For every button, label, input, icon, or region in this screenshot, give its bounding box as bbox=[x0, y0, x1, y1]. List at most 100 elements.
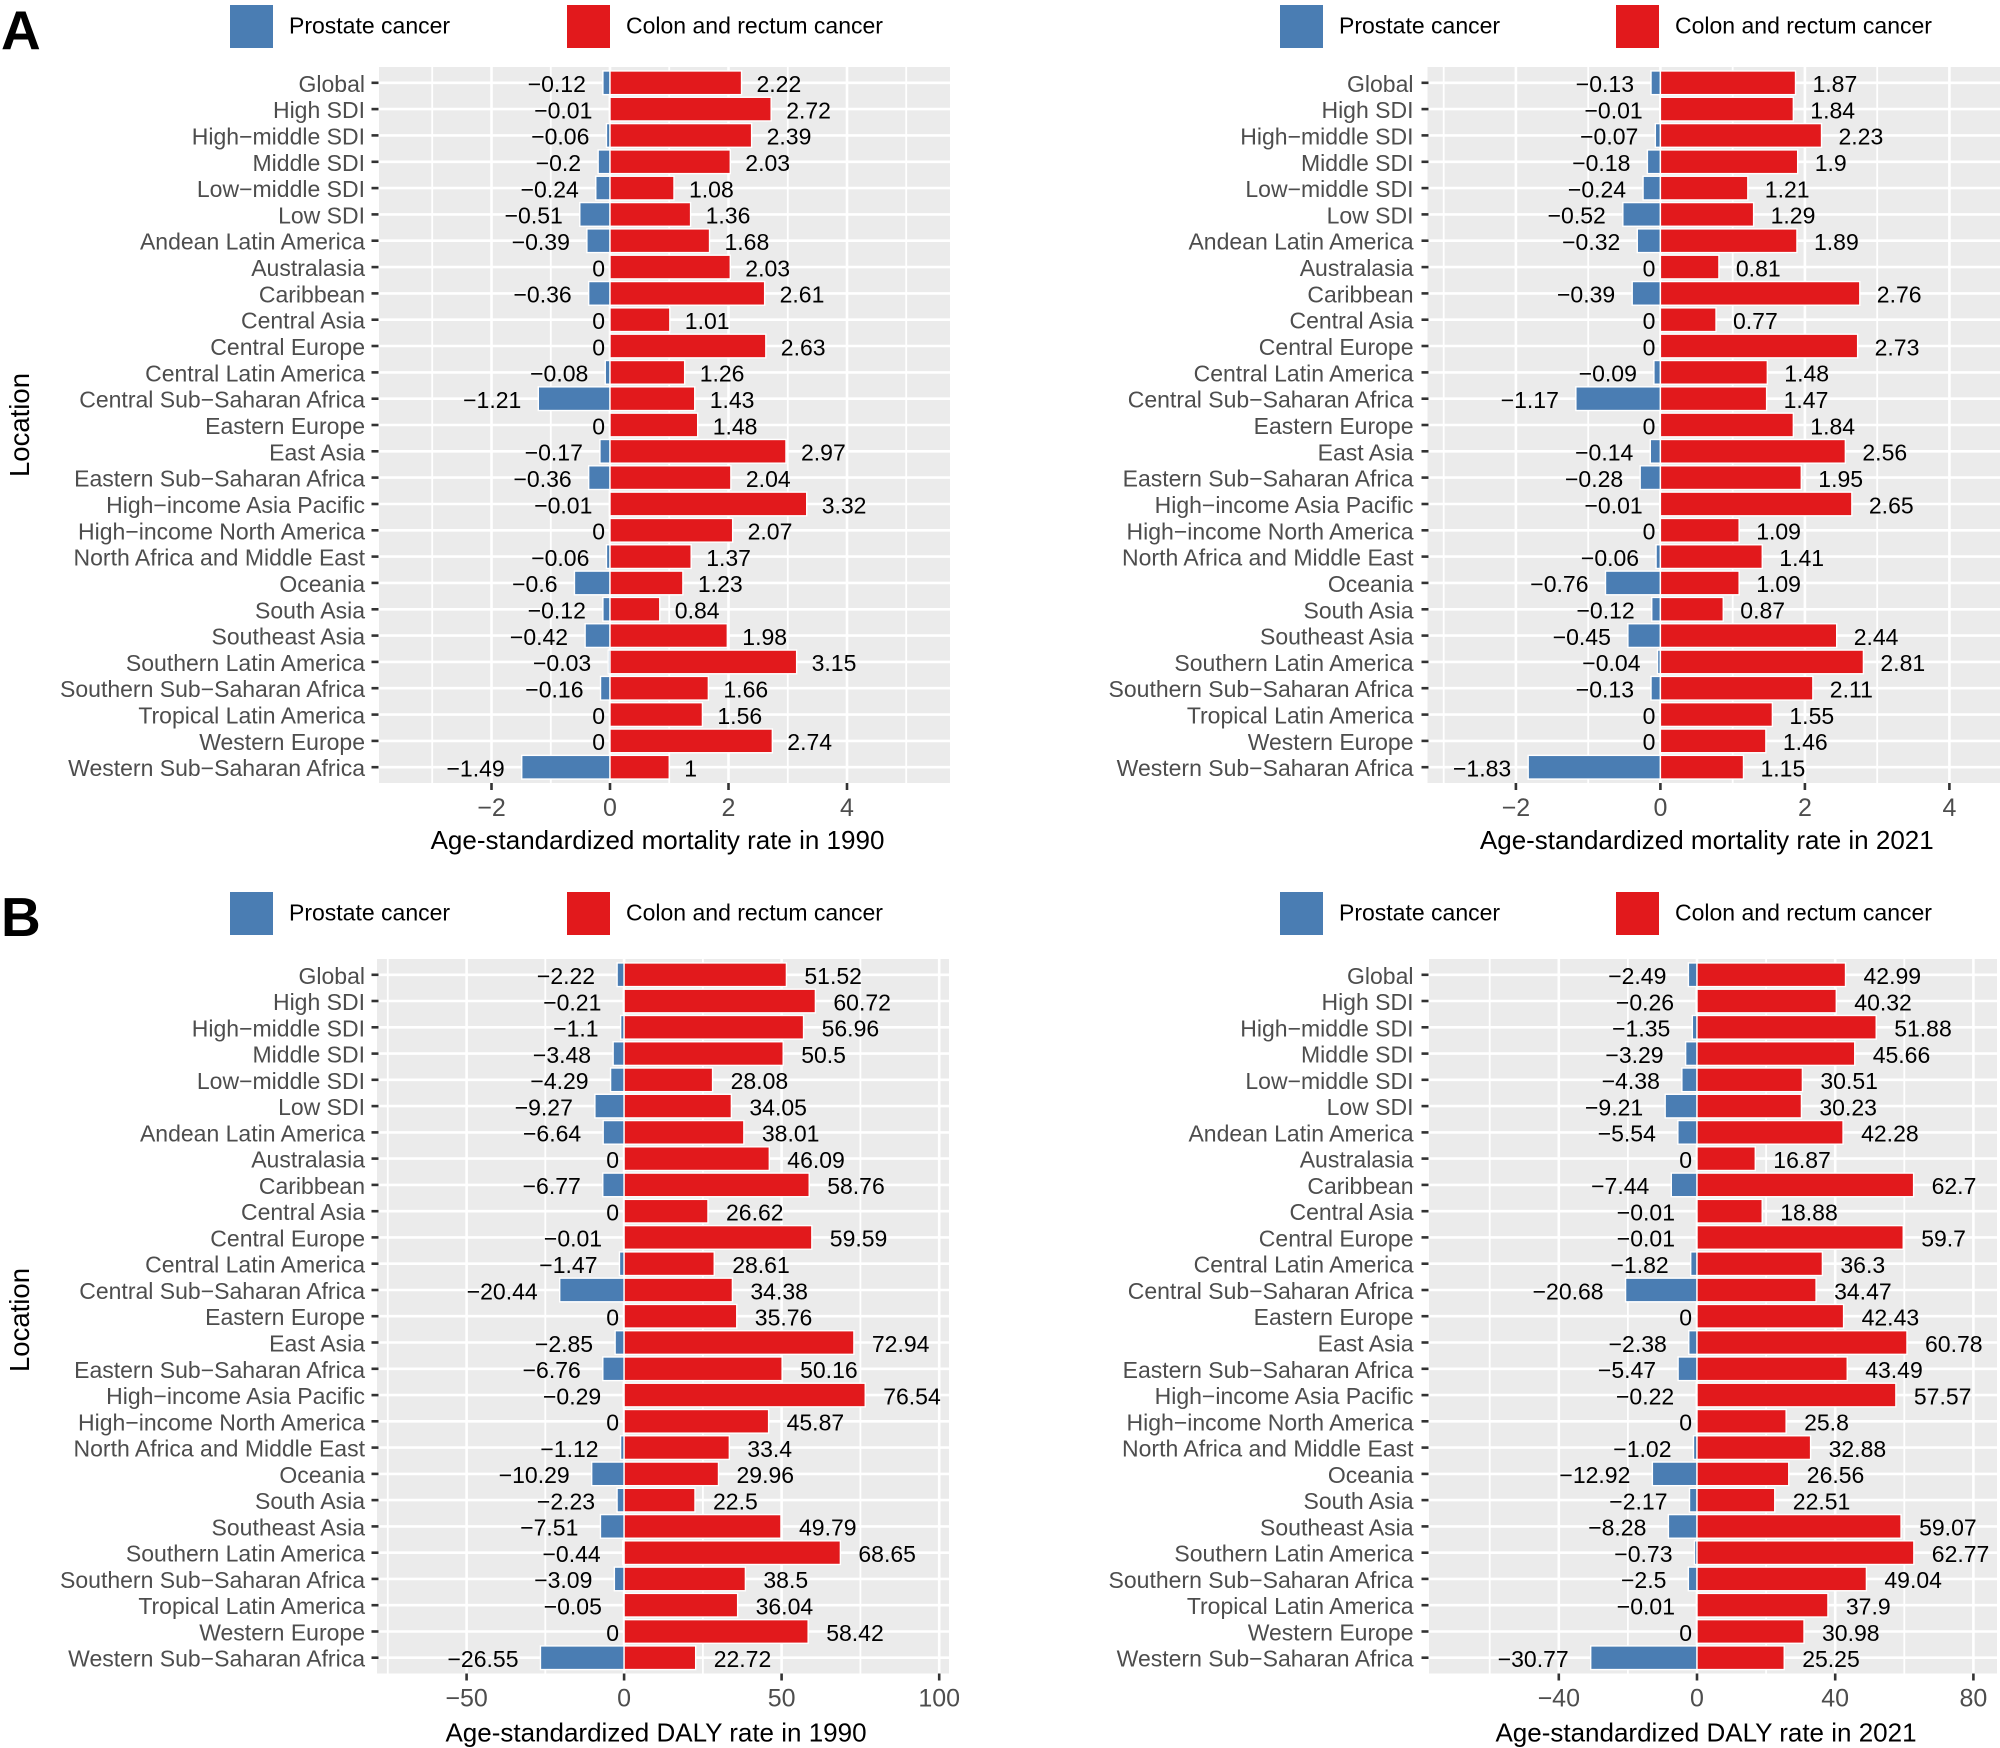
svg-text:Eastern Sub−Saharan Africa: Eastern Sub−Saharan Africa bbox=[1123, 466, 1414, 492]
svg-text:42.99: 42.99 bbox=[1864, 963, 1922, 989]
svg-text:0: 0 bbox=[1643, 703, 1656, 729]
svg-text:−0.32: −0.32 bbox=[1562, 229, 1620, 255]
svg-text:2.72: 2.72 bbox=[786, 97, 831, 123]
svg-text:Andean Latin America: Andean Latin America bbox=[1188, 229, 1413, 255]
svg-text:Colon and rectum cancer: Colon and rectum cancer bbox=[626, 900, 883, 926]
svg-text:30.51: 30.51 bbox=[1820, 1068, 1878, 1094]
svg-text:Caribbean: Caribbean bbox=[1307, 1173, 1413, 1199]
svg-text:2.63: 2.63 bbox=[781, 334, 826, 360]
svg-text:30.98: 30.98 bbox=[1822, 1620, 1880, 1646]
svg-text:Global: Global bbox=[299, 963, 365, 989]
svg-text:−1.12: −1.12 bbox=[540, 1436, 598, 1462]
svg-text:1.48: 1.48 bbox=[1784, 361, 1829, 387]
svg-text:High−middle SDI: High−middle SDI bbox=[1240, 1015, 1413, 1041]
svg-text:High−middle SDI: High−middle SDI bbox=[192, 123, 365, 149]
svg-text:2.04: 2.04 bbox=[746, 466, 791, 492]
svg-text:−0.08: −0.08 bbox=[530, 361, 588, 387]
svg-text:Central Europe: Central Europe bbox=[1259, 1225, 1414, 1251]
svg-text:−0.03: −0.03 bbox=[533, 650, 591, 676]
svg-text:−2.49: −2.49 bbox=[1608, 963, 1666, 989]
svg-text:Low−middle SDI: Low−middle SDI bbox=[1245, 176, 1413, 202]
svg-text:East Asia: East Asia bbox=[1318, 439, 1414, 465]
svg-text:Central Asia: Central Asia bbox=[1289, 1199, 1413, 1225]
svg-text:Global: Global bbox=[1347, 71, 1413, 97]
svg-text:0: 0 bbox=[1643, 334, 1656, 360]
svg-text:B: B bbox=[1, 886, 41, 948]
svg-text:2.39: 2.39 bbox=[767, 124, 812, 150]
svg-text:Middle SDI: Middle SDI bbox=[253, 150, 365, 176]
svg-text:Eastern Europe: Eastern Europe bbox=[205, 1304, 365, 1330]
svg-text:Eastern Sub−Saharan Africa: Eastern Sub−Saharan Africa bbox=[74, 466, 365, 492]
svg-text:Oceania: Oceania bbox=[1328, 1462, 1414, 1488]
svg-text:−8.28: −8.28 bbox=[1588, 1515, 1646, 1541]
svg-text:3.32: 3.32 bbox=[822, 492, 867, 518]
svg-text:Low SDI: Low SDI bbox=[1327, 1094, 1414, 1120]
svg-text:Middle SDI: Middle SDI bbox=[1301, 1042, 1413, 1068]
svg-text:3.15: 3.15 bbox=[812, 650, 857, 676]
svg-text:40: 40 bbox=[1821, 1685, 1849, 1713]
svg-text:58.76: 58.76 bbox=[827, 1173, 885, 1199]
svg-text:0: 0 bbox=[592, 255, 605, 281]
svg-text:−0.06: −0.06 bbox=[531, 124, 589, 150]
svg-text:43.49: 43.49 bbox=[1865, 1357, 1923, 1383]
svg-text:Andean Latin America: Andean Latin America bbox=[140, 1120, 365, 1146]
svg-text:0: 0 bbox=[1643, 519, 1656, 545]
svg-text:−5.54: −5.54 bbox=[1598, 1121, 1656, 1147]
svg-text:0: 0 bbox=[1679, 1305, 1692, 1331]
svg-text:−2.85: −2.85 bbox=[535, 1331, 593, 1357]
svg-text:1.46: 1.46 bbox=[1783, 729, 1828, 755]
svg-text:Central Latin America: Central Latin America bbox=[145, 1252, 365, 1278]
svg-text:−0.44: −0.44 bbox=[542, 1541, 600, 1567]
svg-text:2.03: 2.03 bbox=[745, 255, 790, 281]
svg-text:North Africa and Middle East: North Africa and Middle East bbox=[1122, 545, 1414, 571]
svg-text:Caribbean: Caribbean bbox=[259, 281, 365, 307]
svg-text:32.88: 32.88 bbox=[1829, 1436, 1887, 1462]
svg-text:Middle SDI: Middle SDI bbox=[253, 1042, 365, 1068]
svg-text:−2.22: −2.22 bbox=[537, 963, 595, 989]
svg-text:−0.14: −0.14 bbox=[1575, 440, 1633, 466]
svg-text:−0.24: −0.24 bbox=[1568, 176, 1626, 202]
svg-text:0: 0 bbox=[1679, 1620, 1692, 1646]
svg-text:−0.76: −0.76 bbox=[1530, 571, 1588, 597]
svg-text:0: 0 bbox=[592, 334, 605, 360]
svg-text:−1.1: −1.1 bbox=[553, 1016, 598, 1042]
svg-text:42.43: 42.43 bbox=[1862, 1305, 1920, 1331]
svg-text:Australasia: Australasia bbox=[251, 1147, 365, 1173]
svg-text:49.79: 49.79 bbox=[799, 1515, 857, 1541]
svg-text:22.72: 22.72 bbox=[714, 1646, 772, 1672]
svg-text:49.04: 49.04 bbox=[1884, 1567, 1942, 1593]
svg-text:Low−middle SDI: Low−middle SDI bbox=[1245, 1068, 1413, 1094]
svg-text:Central Asia: Central Asia bbox=[241, 1199, 365, 1225]
svg-text:−0.12: −0.12 bbox=[528, 598, 586, 624]
svg-text:30.23: 30.23 bbox=[1819, 1094, 1877, 1120]
svg-text:51.52: 51.52 bbox=[804, 963, 862, 989]
svg-text:60.72: 60.72 bbox=[833, 989, 891, 1015]
svg-text:1.43: 1.43 bbox=[710, 387, 755, 413]
svg-text:High SDI: High SDI bbox=[1321, 97, 1413, 123]
svg-text:High−income North America: High−income North America bbox=[78, 518, 365, 544]
svg-text:26.56: 26.56 bbox=[1807, 1462, 1865, 1488]
svg-text:−0.28: −0.28 bbox=[1565, 466, 1623, 492]
svg-text:80: 80 bbox=[1959, 1685, 1987, 1713]
svg-text:−1.21: −1.21 bbox=[463, 387, 521, 413]
svg-text:−1.17: −1.17 bbox=[1501, 387, 1559, 413]
svg-text:2.74: 2.74 bbox=[787, 729, 832, 755]
svg-text:Central Europe: Central Europe bbox=[210, 334, 365, 360]
svg-text:1: 1 bbox=[684, 756, 697, 782]
svg-text:−0.13: −0.13 bbox=[1576, 71, 1634, 97]
svg-text:Middle SDI: Middle SDI bbox=[1301, 150, 1413, 176]
svg-text:34.47: 34.47 bbox=[1834, 1278, 1892, 1304]
svg-text:−0.01: −0.01 bbox=[544, 1226, 602, 1252]
svg-text:Location: Location bbox=[4, 1268, 35, 1372]
svg-text:−2: −2 bbox=[477, 794, 506, 822]
svg-text:High−income North America: High−income North America bbox=[78, 1409, 365, 1435]
svg-text:−0.36: −0.36 bbox=[513, 282, 571, 308]
svg-text:50.5: 50.5 bbox=[801, 1042, 846, 1068]
svg-text:0: 0 bbox=[606, 1305, 619, 1331]
svg-text:−0.39: −0.39 bbox=[512, 229, 570, 255]
svg-text:0.77: 0.77 bbox=[1733, 308, 1778, 334]
svg-text:−20.68: −20.68 bbox=[1533, 1278, 1604, 1304]
svg-text:Low SDI: Low SDI bbox=[278, 1094, 365, 1120]
svg-text:High SDI: High SDI bbox=[273, 989, 365, 1015]
svg-text:Southern Latin America: Southern Latin America bbox=[126, 1541, 365, 1567]
